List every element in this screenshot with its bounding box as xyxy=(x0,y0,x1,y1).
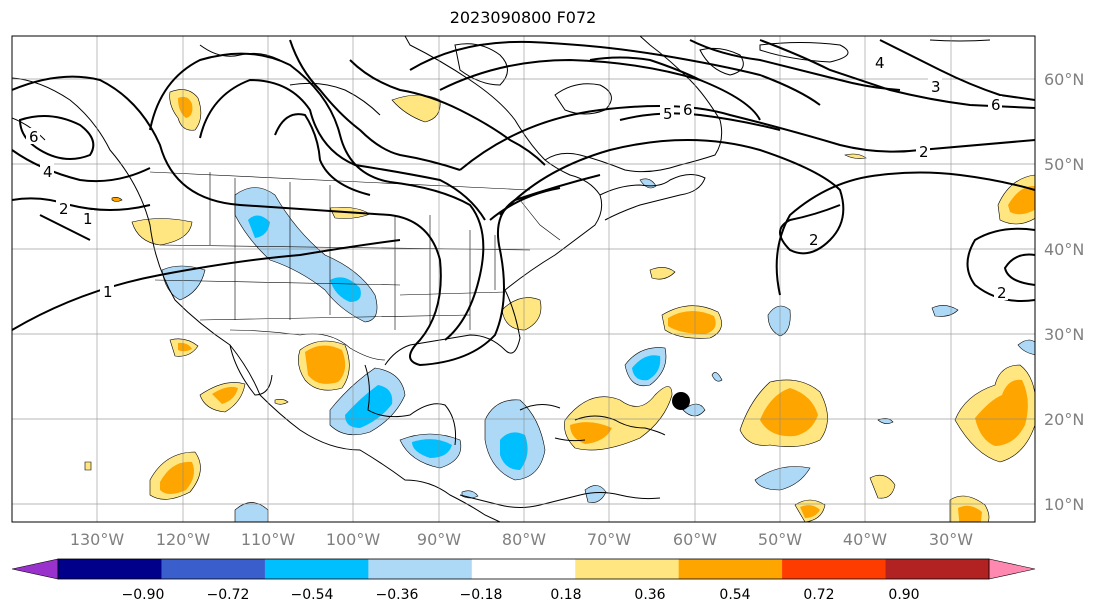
lat-label: 30°N xyxy=(1044,325,1084,344)
coastlines xyxy=(12,36,991,522)
colorbar-frame xyxy=(57,558,990,580)
label-6-west: 6 xyxy=(29,128,39,146)
lon-label: 60°W xyxy=(673,530,717,549)
label-2-west: 2 xyxy=(59,200,69,218)
lon-label: 70°W xyxy=(587,530,631,549)
colorbar-segment xyxy=(782,559,887,579)
colorbar-segment xyxy=(471,559,576,579)
lon-label: 90°W xyxy=(417,530,461,549)
lat-label: 50°N xyxy=(1044,155,1084,174)
colorbar-tick-label: −0.90 xyxy=(122,587,165,603)
positive-anomaly-regions xyxy=(84,89,1035,522)
label-6-east: 6 xyxy=(991,96,1001,114)
label-1-pacific: 1 xyxy=(83,210,93,228)
lon-label: 110°W xyxy=(241,530,296,549)
label-4-north: 4 xyxy=(875,54,885,72)
colorbar-segment xyxy=(161,559,266,579)
colorbar-tick-label: −0.18 xyxy=(460,587,503,603)
map-frame xyxy=(11,35,1036,523)
contour-labels: 1 2 4 6 2 6 4 3 6 2 2 5 1 xyxy=(26,54,1008,302)
colorbar-extend-min xyxy=(11,558,59,580)
colorbar-segment xyxy=(678,559,783,579)
lon-label: 50°W xyxy=(758,530,802,549)
lat-label: 60°N xyxy=(1044,70,1084,89)
colorbar-segment xyxy=(885,559,990,579)
label-5-canada: 5 xyxy=(663,105,673,123)
lon-label: 40°W xyxy=(843,530,887,549)
colorbar-segment xyxy=(575,559,680,579)
colorbar-extend-max xyxy=(988,558,1036,580)
label-6-north: 6 xyxy=(683,101,693,119)
colorbar-tick-label: 0.72 xyxy=(803,587,834,603)
lon-label: 100°W xyxy=(326,530,381,549)
map-title: 2023090800 F072 xyxy=(449,8,597,27)
colorbar-tick-label: −0.72 xyxy=(207,587,250,603)
lon-label: 130°W xyxy=(70,530,125,549)
graticule xyxy=(12,36,1035,522)
label-2-east: 2 xyxy=(919,143,929,161)
colorbar-segment xyxy=(264,559,369,579)
label-4-west: 4 xyxy=(43,163,53,181)
lat-label: 40°N xyxy=(1044,240,1084,259)
colorbar-tick-label: 0.54 xyxy=(719,587,750,603)
lon-label: 30°W xyxy=(929,530,973,549)
colorbar-tick-label: 0.18 xyxy=(550,587,581,603)
colorbar-tick-label: 0.90 xyxy=(888,587,919,603)
storm-center-marker xyxy=(672,392,690,410)
map-panel xyxy=(12,36,1035,522)
colorbar: −0.90 −0.72 −0.54 −0.36 −0.18 0.18 0.36 … xyxy=(11,558,1036,603)
latitude-labels: 60°N 50°N 40°N 30°N 20°N 10°N xyxy=(1044,70,1084,514)
contour-lines xyxy=(12,39,1035,367)
colorbar-tick-label: −0.54 xyxy=(291,587,334,603)
colorbar-tick-labels: −0.90 −0.72 −0.54 −0.36 −0.18 0.18 0.36 … xyxy=(122,587,920,603)
colorbar-segment xyxy=(58,559,162,579)
label-2-atlantic: 2 xyxy=(809,231,819,249)
colorbar-tick-label: −0.36 xyxy=(376,587,419,603)
label-2-southeast: 2 xyxy=(997,284,1007,302)
label-3-north: 3 xyxy=(931,78,941,96)
lat-label: 10°N xyxy=(1044,495,1084,514)
longitude-labels: 130°W 120°W 110°W 100°W 90°W 80°W 70°W 6… xyxy=(70,530,973,549)
lat-label: 20°N xyxy=(1044,410,1084,429)
colorbar-tick-label: 0.36 xyxy=(634,587,665,603)
lon-label: 80°W xyxy=(502,530,546,549)
colorbar-segment xyxy=(368,559,473,579)
negative-anomaly-regions xyxy=(111,178,1035,522)
lon-label: 120°W xyxy=(156,530,211,549)
label-1-west: 1 xyxy=(103,283,113,301)
